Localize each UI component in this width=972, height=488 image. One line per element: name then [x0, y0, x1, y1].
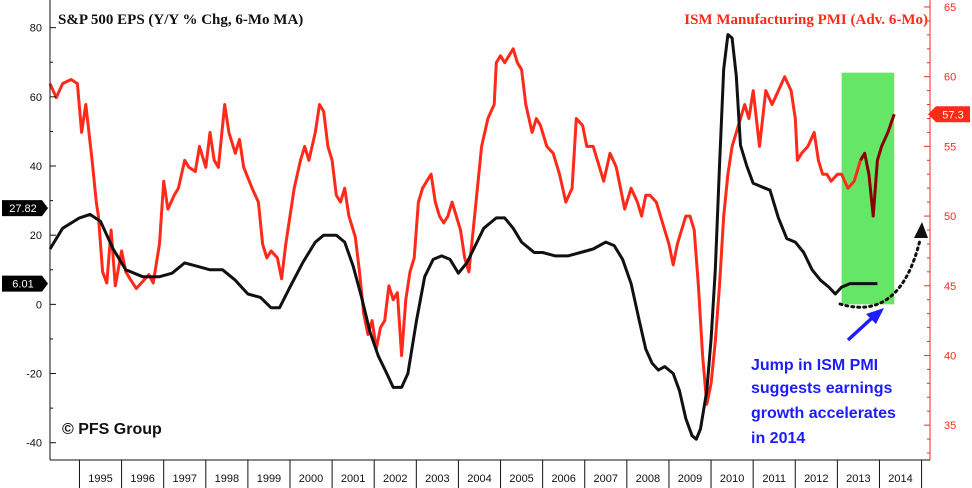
x-tick-label: 2006: [551, 473, 575, 485]
left-tick-label: 80: [30, 23, 42, 35]
ism-last-tag-text: 57.3: [942, 109, 963, 121]
right-tick-label: 60: [944, 72, 956, 84]
annotation-arrow: [846, 316, 874, 342]
right-tick-label: 55: [944, 141, 956, 153]
eps-line: [48, 33, 878, 441]
x-tick-label: 1998: [215, 473, 239, 485]
x-tick-label: 2012: [804, 473, 828, 485]
ism-last-tag-shape: [928, 106, 970, 123]
annotation-line-2: suggests earnings: [751, 380, 892, 397]
eps-last-tag-text: 27.82: [9, 203, 37, 215]
ism-pmi-line: [48, 47, 862, 406]
x-tick-label: 2000: [299, 473, 323, 485]
right-tick-label: 40: [944, 350, 956, 362]
eps-prev-tag: 6.01: [2, 275, 48, 292]
left-tick-label: 0: [36, 299, 42, 311]
x-tick-label: 2009: [678, 473, 702, 485]
title-right: ISM Manufacturing PMI (Adv. 6-Mo): [684, 12, 928, 28]
ism-pmi-latest-line: [859, 113, 896, 218]
copyright-text: © PFS Group: [62, 421, 162, 438]
eps-prev-tag-shape: [2, 275, 48, 292]
x-tick-label: 2003: [425, 473, 449, 485]
highlight-box: [841, 72, 895, 305]
x-tick-label: 2010: [720, 473, 744, 485]
dotted-forecast-arrow: [838, 238, 922, 309]
x-tick-label: 1997: [172, 473, 196, 485]
x-tick-label: 2002: [383, 473, 407, 485]
eps-last-tag: 27.82: [2, 200, 48, 217]
x-tick-label: 2004: [467, 473, 491, 485]
eps-prev-tag-text: 6.01: [12, 279, 33, 291]
annotation-line-1: Jump in ISM PMI: [751, 357, 878, 374]
x-tick-label: 1995: [88, 473, 112, 485]
title-left: S&P 500 EPS (Y/Y % Chg, 6-Mo MA): [58, 12, 303, 28]
annotation: Jump in ISM PMI suggests earnings growth…: [751, 222, 928, 447]
left-tick-label: -20: [26, 369, 42, 381]
right-tick-label: 45: [944, 281, 956, 293]
x-tick-label: 2011: [762, 473, 786, 485]
x-tick-label: 2007: [594, 473, 618, 485]
plot-series: [48, 33, 896, 441]
value-tags: 27.82 6.01 57.3: [2, 106, 970, 292]
left-tick-label: 40: [30, 161, 42, 173]
right-tick-label: 65: [944, 2, 956, 14]
annotation-line-3: growth accelerates: [751, 405, 896, 422]
x-tick-label: 2008: [636, 473, 660, 485]
right-tick-label: 35: [944, 420, 956, 432]
axes: -40 -20 0 20 40 60 80 35 40 45 50 55 60 65 1995 1996 199…: [26, 0, 956, 488]
copyright-block: © PFS Group: [62, 421, 162, 438]
dotted-forecast-arrowhead: [914, 222, 928, 238]
x-tick-label: 2013: [846, 473, 870, 485]
x-tick-label: 2005: [509, 473, 533, 485]
x-tick-label: 1996: [130, 473, 154, 485]
eps-last-tag-shape: [2, 200, 48, 217]
x-tick-label: 1999: [257, 473, 281, 485]
left-tick-label: -40: [26, 438, 42, 450]
annotation-arrowhead: [866, 308, 884, 324]
x-tick-label: 2001: [341, 473, 365, 485]
right-tick-label: 50: [944, 211, 956, 223]
ism-last-tag: 57.3: [928, 106, 970, 123]
left-tick-label: 20: [30, 230, 42, 242]
annotation-line-4: in 2014: [751, 430, 805, 447]
left-tick-label: 60: [30, 92, 42, 104]
x-tick-label: 2014: [888, 473, 912, 485]
